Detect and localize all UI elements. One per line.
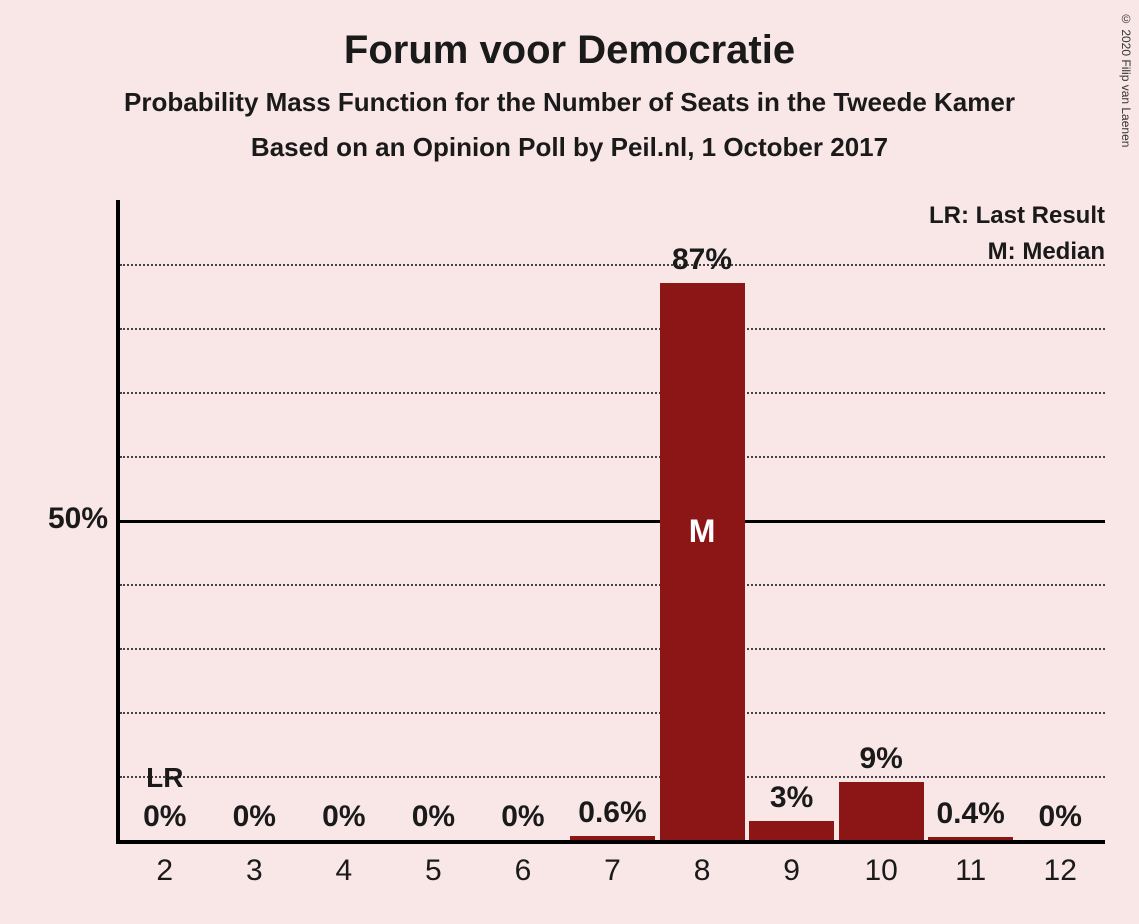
legend-median: M: Median xyxy=(988,238,1105,266)
chart-title: Forum voor Democratie xyxy=(0,0,1139,73)
grid-line-dotted xyxy=(120,328,1105,330)
bar-value-label: 3% xyxy=(747,781,837,815)
bar xyxy=(749,821,834,840)
x-axis-label: 7 xyxy=(568,854,658,888)
x-axis-label: 8 xyxy=(657,854,747,888)
legend-last-result: LR: Last Result xyxy=(929,202,1105,230)
bar-value-label: 0.4% xyxy=(926,797,1016,831)
bar-value-label: 0.6% xyxy=(568,796,658,830)
bar xyxy=(839,782,924,840)
grid-line-dotted xyxy=(120,392,1105,394)
x-axis-label: 2 xyxy=(120,854,210,888)
bar xyxy=(660,283,745,840)
grid-line-solid xyxy=(120,520,1105,523)
bar-value-label: 0% xyxy=(299,800,389,834)
x-axis-label: 9 xyxy=(747,854,837,888)
x-axis-label: 12 xyxy=(1015,854,1105,888)
grid-line-dotted xyxy=(120,584,1105,586)
plot-area: 0%LR0%0%0%0%0.6%87%M3%9%0.4%0% xyxy=(120,200,1105,840)
bar-value-label: 0% xyxy=(210,800,300,834)
x-axis-label: 6 xyxy=(478,854,568,888)
bar-value-label: 9% xyxy=(836,742,926,776)
x-axis-label: 11 xyxy=(926,854,1016,888)
last-result-marker: LR xyxy=(120,762,210,794)
bar-value-label: 0% xyxy=(120,800,210,834)
bar-value-label: 0% xyxy=(478,800,568,834)
bar-value-label: 0% xyxy=(389,800,479,834)
chart-subtitle-2: Based on an Opinion Poll by Peil.nl, 1 O… xyxy=(0,132,1139,163)
x-axis xyxy=(116,840,1105,844)
grid-line-dotted xyxy=(120,712,1105,714)
grid-line-dotted xyxy=(120,456,1105,458)
x-axis-label: 5 xyxy=(389,854,479,888)
grid-line-dotted xyxy=(120,264,1105,266)
copyright-text: © 2020 Filip van Laenen xyxy=(1119,12,1133,147)
y-axis xyxy=(116,200,120,844)
grid-line-dotted xyxy=(120,648,1105,650)
grid-line-dotted xyxy=(120,776,1105,778)
y-axis-label: 50% xyxy=(48,502,108,536)
chart-subtitle-1: Probability Mass Function for the Number… xyxy=(0,87,1139,118)
bar-value-label: 87% xyxy=(657,243,747,277)
x-axis-label: 4 xyxy=(299,854,389,888)
bar-value-label: 0% xyxy=(1015,800,1105,834)
median-marker: M xyxy=(660,513,745,550)
x-axis-label: 10 xyxy=(836,854,926,888)
x-axis-label: 3 xyxy=(210,854,300,888)
